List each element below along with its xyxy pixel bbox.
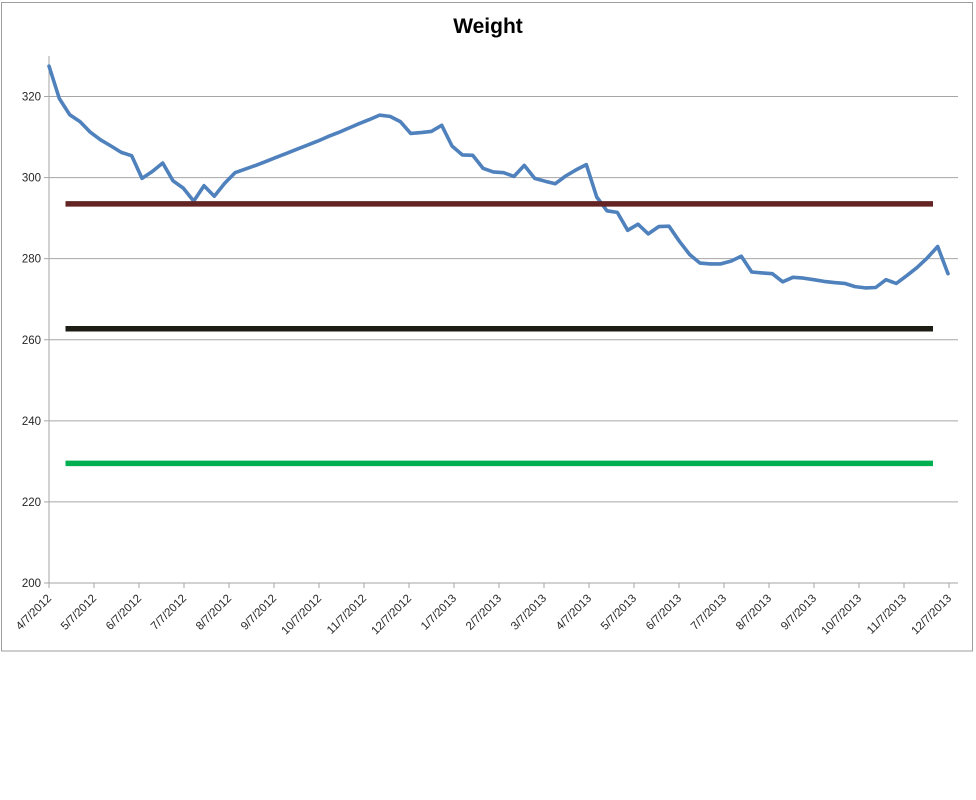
axes [44,55,958,588]
y-tick-label: 280 [22,254,41,266]
y-tick-label: 200 [22,578,41,590]
data-series [47,64,950,467]
y-tick-label: 320 [22,92,41,104]
y-tick-label: 220 [22,497,41,509]
y-axis-labels: 200 220 240 260 280 300 320 [22,92,41,591]
weight-series [47,64,950,290]
y-tick-label: 300 [22,173,41,185]
y-tick-label: 260 [22,335,41,347]
chart-title: Weight [453,15,523,38]
y-tick-label: 240 [22,416,41,428]
